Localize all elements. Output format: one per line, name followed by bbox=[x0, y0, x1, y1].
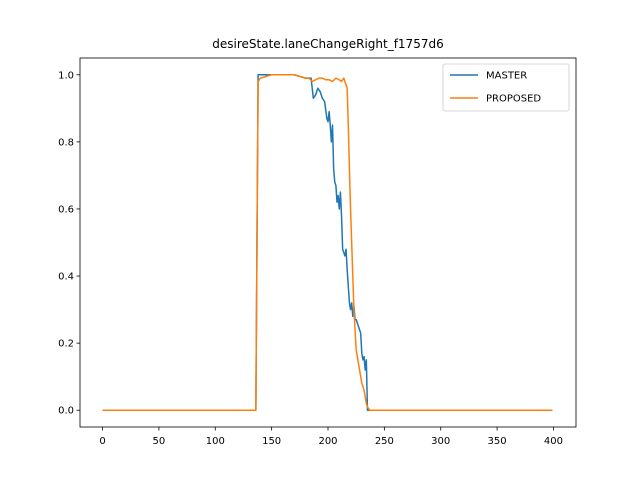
x-tick-label: 0 bbox=[99, 436, 105, 447]
y-tick-label: 0.2 bbox=[58, 339, 74, 350]
series-line-proposed bbox=[102, 74, 553, 411]
chart-title: desireState.laneChangeRight_f1757d6 bbox=[212, 37, 443, 51]
y-tick-label: 0.8 bbox=[58, 137, 74, 148]
y-axis: 0.0 0.2 0.4 0.6 0.8 1.0 bbox=[58, 70, 80, 417]
x-tick-label: 100 bbox=[206, 436, 225, 447]
y-tick-label: 0.0 bbox=[58, 406, 74, 417]
x-tick-label: 200 bbox=[318, 436, 337, 447]
legend-label-master: MASTER bbox=[486, 71, 527, 82]
x-tick-label: 50 bbox=[153, 436, 166, 447]
x-tick-label: 250 bbox=[375, 436, 394, 447]
legend: MASTER PROPOSED bbox=[442, 63, 570, 112]
x-axis: 0 50 100 150 200 250 300 350 400 bbox=[99, 427, 563, 447]
y-tick-label: 0.4 bbox=[58, 272, 74, 283]
x-tick-label: 150 bbox=[262, 436, 281, 447]
y-tick-label: 0.6 bbox=[58, 204, 74, 215]
x-tick-label: 350 bbox=[488, 436, 507, 447]
legend-label-proposed: PROPOSED bbox=[486, 94, 541, 105]
y-tick-label: 1.0 bbox=[58, 70, 74, 81]
x-tick-label: 400 bbox=[544, 436, 563, 447]
x-tick-label: 300 bbox=[431, 436, 450, 447]
